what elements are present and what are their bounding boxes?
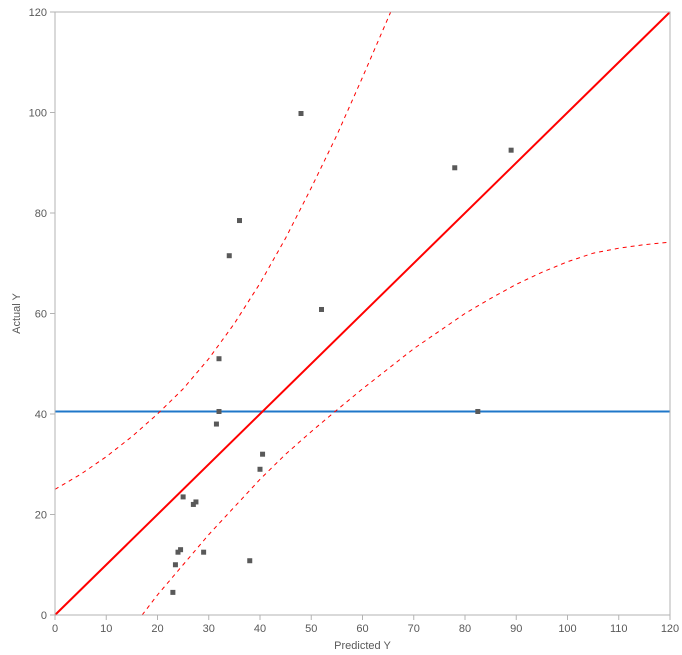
y-tick-label: 80 [35, 208, 47, 220]
data-point [319, 307, 324, 312]
data-point [237, 218, 242, 223]
x-tick-label: 120 [661, 623, 679, 635]
data-point [217, 356, 222, 361]
data-point [258, 467, 263, 472]
data-point [173, 562, 178, 567]
y-tick-label: 40 [35, 409, 47, 421]
y-tick-label: 100 [29, 108, 47, 120]
x-tick-label: 90 [510, 623, 522, 635]
data-point [509, 148, 514, 153]
x-tick-label: 0 [52, 623, 58, 635]
data-point [193, 499, 198, 504]
y-axis-label: Actual Y [11, 292, 23, 333]
data-point [452, 165, 457, 170]
data-point [170, 590, 175, 595]
x-tick-label: 70 [408, 623, 420, 635]
x-tick-label: 40 [254, 623, 266, 635]
chart-svg: 0 10 20 30 40 50 60 70 80 90 100 110 120 0 20 40 60 80 100… [0, 0, 682, 655]
x-tick-label: 30 [203, 623, 215, 635]
data-point [247, 558, 252, 563]
x-tick-label: 60 [356, 623, 368, 635]
y-tick-label: 120 [29, 7, 47, 19]
y-tick-label: 0 [41, 610, 47, 622]
data-point [475, 409, 480, 414]
data-point [201, 550, 206, 555]
x-tick-label: 80 [459, 623, 471, 635]
data-point [217, 409, 222, 414]
actual-vs-predicted-chart: 0 10 20 30 40 50 60 70 80 90 100 110 120 0 20 40 60 80 100… [0, 0, 682, 655]
data-point [214, 422, 219, 427]
data-point [227, 253, 232, 258]
y-tick-label: 20 [35, 510, 47, 522]
data-point [299, 111, 304, 116]
x-tick-label: 20 [151, 623, 163, 635]
data-point [178, 547, 183, 552]
x-axis-label: Predicted Y [334, 640, 391, 652]
data-point [181, 494, 186, 499]
data-point [260, 452, 265, 457]
x-tick-label: 110 [610, 623, 628, 635]
x-tick-label: 50 [305, 623, 317, 635]
x-tick-label: 10 [100, 623, 112, 635]
x-tick-label: 100 [558, 623, 576, 635]
y-tick-label: 60 [35, 309, 47, 321]
